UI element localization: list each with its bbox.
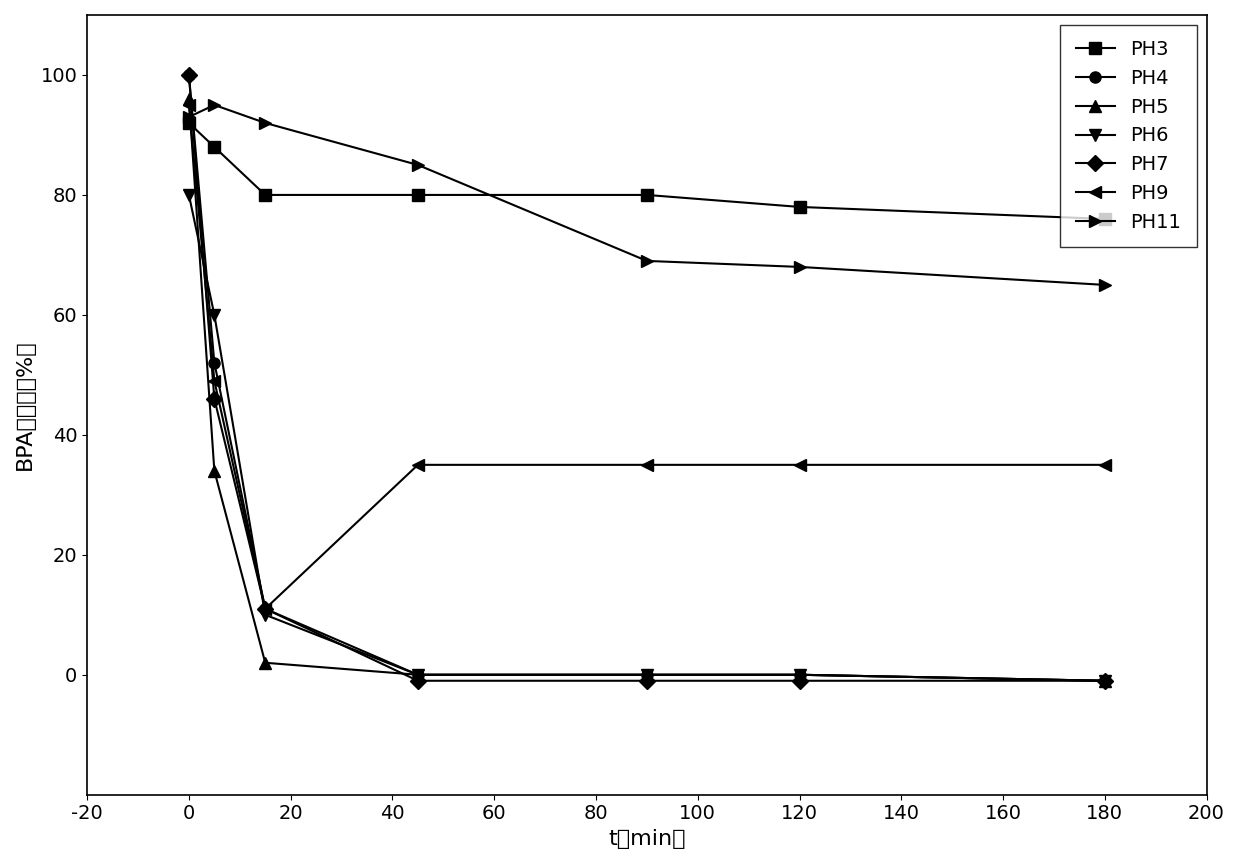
PH5 — [181, 94, 196, 105]
PH6 — [1097, 676, 1112, 686]
PH9 — [1097, 460, 1112, 470]
PH6 — [181, 190, 196, 200]
PH11 — [640, 256, 655, 266]
PH9 — [258, 604, 273, 614]
PH3 — [1097, 213, 1112, 224]
PH6 — [207, 309, 222, 320]
PH3 — [792, 202, 807, 213]
PH9 — [792, 460, 807, 470]
Line: PH3: PH3 — [184, 118, 1110, 225]
PH9 — [207, 376, 222, 386]
PH5 — [640, 670, 655, 680]
PH5 — [207, 466, 222, 476]
PH4 — [410, 670, 425, 680]
Y-axis label: BPA剩余率（%）: BPA剩余率（%） — [15, 340, 35, 470]
PH5 — [410, 670, 425, 680]
PH3 — [640, 190, 655, 200]
PH9 — [640, 460, 655, 470]
PH6 — [640, 670, 655, 680]
PH9 — [181, 99, 196, 110]
Line: PH6: PH6 — [184, 189, 1110, 686]
X-axis label: t（min）: t（min） — [608, 829, 686, 849]
Legend: PH3, PH4, PH5, PH6, PH7, PH9, PH11: PH3, PH4, PH5, PH6, PH7, PH9, PH11 — [1060, 25, 1197, 247]
PH7 — [640, 676, 655, 686]
Line: PH9: PH9 — [184, 99, 1110, 614]
PH7 — [792, 676, 807, 686]
PH11 — [181, 111, 196, 122]
PH5 — [1097, 676, 1112, 686]
PH3 — [410, 190, 425, 200]
PH6 — [792, 670, 807, 680]
PH11 — [1097, 280, 1112, 290]
PH4 — [207, 358, 222, 368]
PH5 — [258, 658, 273, 668]
PH3 — [207, 142, 222, 152]
Line: PH5: PH5 — [184, 93, 1110, 686]
Line: PH11: PH11 — [184, 99, 1110, 290]
PH5 — [792, 670, 807, 680]
Line: PH4: PH4 — [184, 69, 1110, 686]
PH4 — [258, 604, 273, 614]
PH6 — [410, 670, 425, 680]
PH7 — [1097, 676, 1112, 686]
PH3 — [258, 190, 273, 200]
PH3 — [181, 118, 196, 128]
PH11 — [258, 118, 273, 128]
PH9 — [410, 460, 425, 470]
PH4 — [640, 670, 655, 680]
PH7 — [181, 70, 196, 80]
PH11 — [410, 160, 425, 170]
PH11 — [207, 99, 222, 110]
PH7 — [410, 676, 425, 686]
PH7 — [258, 604, 273, 614]
Line: PH7: PH7 — [184, 69, 1110, 686]
PH11 — [792, 262, 807, 272]
PH7 — [207, 394, 222, 404]
PH4 — [181, 70, 196, 80]
PH4 — [1097, 676, 1112, 686]
PH6 — [258, 610, 273, 620]
PH4 — [792, 670, 807, 680]
